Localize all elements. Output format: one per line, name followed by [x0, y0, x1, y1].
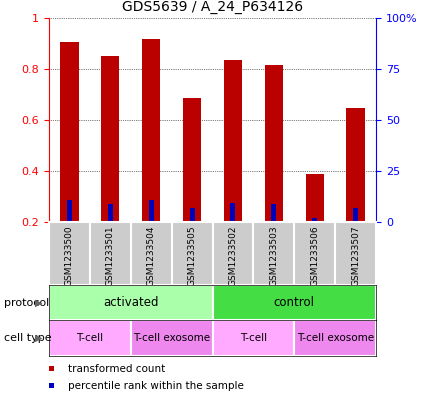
Text: GSM1233505: GSM1233505: [187, 225, 196, 286]
Text: GSM1233506: GSM1233506: [310, 225, 319, 286]
Text: T-cell exosome: T-cell exosome: [297, 333, 374, 343]
Bar: [224, 60, 242, 222]
Text: T-cell: T-cell: [76, 333, 103, 343]
Text: cell type: cell type: [4, 333, 52, 343]
Bar: [131, 320, 212, 356]
Bar: [49, 285, 212, 320]
Bar: [265, 65, 283, 222]
Bar: [306, 173, 324, 222]
Bar: [149, 200, 153, 222]
Bar: [346, 108, 365, 222]
Bar: [312, 218, 317, 222]
Text: T-cell: T-cell: [240, 333, 267, 343]
Title: GDS5639 / A_24_P634126: GDS5639 / A_24_P634126: [122, 0, 303, 14]
Bar: [272, 204, 276, 222]
Text: T-cell exosome: T-cell exosome: [133, 333, 210, 343]
Bar: [49, 320, 131, 356]
Bar: [230, 203, 235, 222]
Text: ▶: ▶: [35, 298, 42, 308]
Bar: [190, 208, 195, 222]
Text: activated: activated: [103, 296, 159, 309]
Bar: [60, 42, 79, 222]
Bar: [353, 208, 358, 222]
Text: GSM1233503: GSM1233503: [269, 225, 278, 286]
Bar: [294, 320, 376, 356]
Text: GSM1233500: GSM1233500: [65, 225, 74, 286]
Bar: [108, 204, 113, 222]
Text: protocol: protocol: [4, 298, 49, 308]
Text: GSM1233501: GSM1233501: [106, 225, 115, 286]
Bar: [212, 320, 294, 356]
Bar: [142, 39, 160, 222]
Text: transformed count: transformed count: [68, 364, 165, 374]
Text: control: control: [274, 296, 315, 309]
Text: GSM1233507: GSM1233507: [351, 225, 360, 286]
Bar: [67, 200, 72, 222]
Bar: [212, 285, 376, 320]
Text: percentile rank within the sample: percentile rank within the sample: [68, 380, 244, 391]
Bar: [183, 98, 201, 222]
Text: GSM1233502: GSM1233502: [229, 225, 238, 286]
Text: GSM1233504: GSM1233504: [147, 225, 156, 286]
Text: ▶: ▶: [35, 333, 42, 343]
Bar: [101, 56, 119, 222]
